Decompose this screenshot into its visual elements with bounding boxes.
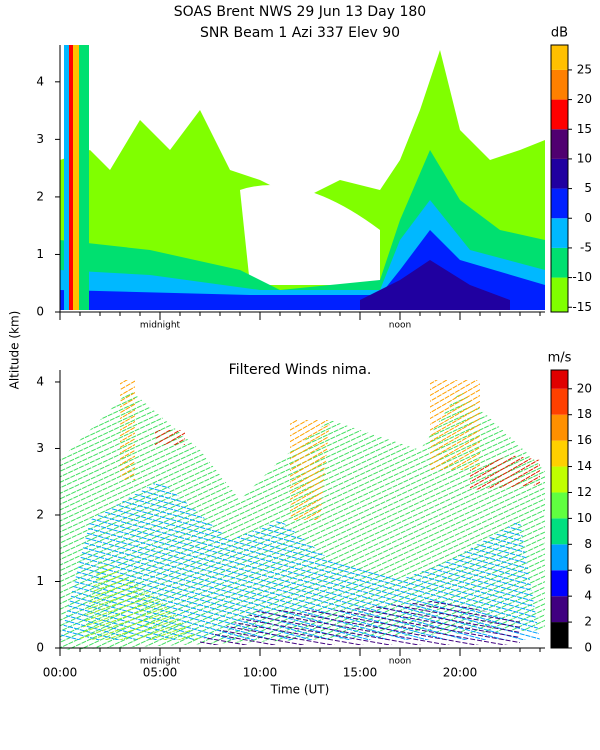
colorbar-tick-label: 16 [577, 433, 592, 447]
colorbar-tick-label: 20 [577, 381, 592, 395]
x-axis-label: Time (UT) [270, 683, 330, 697]
y-tick-label: 0 [36, 305, 44, 319]
colorbar-band [551, 129, 568, 159]
colorbar-band [551, 370, 568, 389]
y-tick-label: 0 [36, 641, 44, 655]
y-tick-label: 2 [36, 507, 44, 521]
colorbar-band [551, 492, 568, 519]
colorbar-tick-label: 10 [577, 511, 592, 525]
colorbar-band [551, 99, 568, 130]
wind-barbs [60, 380, 545, 650]
colorbar-tick-label: 5 [584, 181, 592, 195]
x-tick-label: 05:00 [143, 666, 178, 680]
marker-label: midnight [140, 657, 181, 667]
colorbar-band [551, 218, 568, 248]
x-tick-label: 10:00 [243, 666, 278, 680]
colorbar-band [551, 622, 568, 648]
colorbar-band [551, 440, 568, 467]
colorbar-band [551, 570, 568, 597]
y-tick-label: 2 [36, 189, 44, 203]
colorbar-tick-label: 6 [584, 563, 592, 577]
marker-label: noon [389, 321, 411, 331]
x-tick-label: 20:00 [443, 666, 478, 680]
colorbar-tick-label: 12 [577, 485, 592, 499]
y-tick-label: 4 [36, 74, 44, 88]
colorbar-tick-label: 15 [577, 122, 592, 136]
marker-label: noon [389, 657, 411, 667]
snr-field [60, 45, 545, 310]
colorbar-tick-label: 0 [584, 641, 592, 655]
colorbar-band [551, 247, 568, 278]
y-tick-label: 3 [36, 441, 44, 455]
colorbar-tick-label: -5 [580, 240, 592, 254]
colorbar-tick-label: 2 [584, 615, 592, 629]
x-tick-label: 00:00 [43, 666, 78, 680]
colorbar-band [551, 596, 568, 623]
colorbar-band [551, 388, 568, 415]
colorbar-tick-label: 14 [577, 459, 592, 473]
colorbar-band [551, 277, 568, 312]
colorbar-tick-label: 4 [584, 589, 592, 603]
colorbar-tick-label: -15 [572, 300, 592, 314]
colorbar-unit: m/s [548, 351, 572, 366]
panel-title: Filtered Winds nima. [229, 362, 372, 378]
colorbar-band [551, 518, 568, 545]
colorbar-tick-label: 0 [584, 211, 592, 225]
colorbar-frame [550, 369, 569, 649]
y-tick-label: 1 [36, 247, 44, 261]
colorbar-band [551, 45, 568, 70]
colorbar-tick-label: 18 [577, 407, 592, 421]
colorbar-band [551, 544, 568, 571]
colorbar-band [551, 414, 568, 441]
title-line: SNR Beam 1 Azi 337 Elev 90 [200, 25, 400, 41]
y-tick-label: 3 [36, 132, 44, 146]
y-axis-label: Altitude (km) [8, 311, 22, 390]
colorbar-band [551, 466, 568, 493]
title-line: SOAS Brent NWS 29 Jun 13 Day 180 [174, 4, 426, 20]
x-tick-label: 15:00 [343, 666, 378, 680]
colorbar-band [551, 69, 568, 100]
marker-label: midnight [140, 321, 181, 331]
colorbar-tick-label: 20 [577, 92, 592, 106]
y-tick-label: 4 [36, 374, 44, 388]
colorbar-tick-label: -10 [572, 270, 592, 284]
colorbar-band [551, 158, 568, 189]
colorbar-frame [550, 44, 569, 313]
colorbar-unit: dB [551, 26, 568, 41]
colorbar-tick-label: 25 [577, 62, 592, 76]
y-tick-label: 1 [36, 574, 44, 588]
colorbar-band [551, 188, 568, 219]
colorbar-tick-label: 10 [577, 151, 592, 165]
colorbar-tick-label: 8 [584, 537, 592, 551]
